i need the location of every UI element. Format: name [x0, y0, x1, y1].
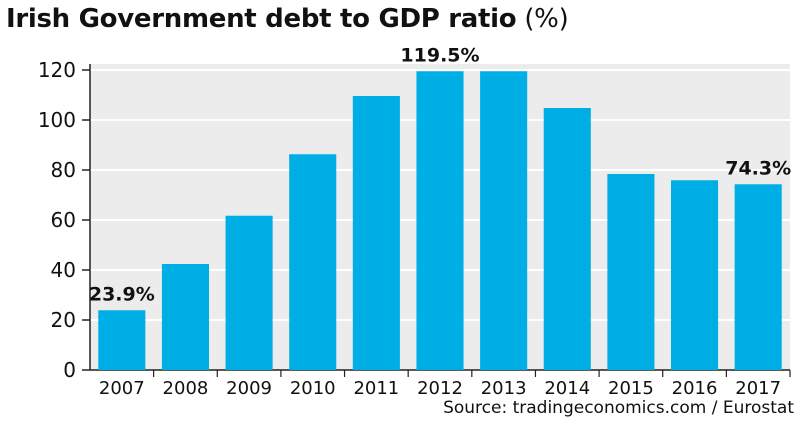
x-tick-label-2015: 2015: [608, 378, 654, 399]
bar-2015: [607, 174, 655, 370]
chart-title-unit: (%): [524, 4, 569, 34]
x-tick-label-2016: 2016: [672, 378, 718, 399]
y-tick-label-120: 120: [38, 58, 76, 82]
x-tick-label-2010: 2010: [290, 378, 336, 399]
y-tick-label-0: 0: [63, 358, 76, 382]
x-tick-label-2014: 2014: [544, 378, 590, 399]
x-tick-label-2008: 2008: [163, 378, 209, 399]
bar-2007: [98, 310, 146, 370]
x-tick-label-2012: 2012: [417, 378, 463, 399]
bar-2010: [289, 154, 337, 370]
x-tick-label-2007: 2007: [99, 378, 145, 399]
bar-2014: [543, 108, 591, 370]
x-tick-label-2017: 2017: [735, 378, 781, 399]
x-tick-label-2011: 2011: [353, 378, 399, 399]
y-tick-label-20: 20: [51, 308, 76, 332]
data-label-2012: 119.5%: [400, 44, 479, 66]
bar-2013: [480, 71, 528, 370]
y-tick-label-100: 100: [38, 108, 76, 132]
bar-2008: [161, 264, 209, 370]
chart-title-main: Irish Government debt to GDP ratio: [6, 4, 517, 34]
bar-2012: [416, 71, 464, 370]
data-label-2017: 74.3%: [725, 157, 791, 179]
data-label-2007: 23.9%: [89, 283, 155, 305]
bar-2011: [352, 96, 400, 370]
source-note: Source: tradingeconomics.com / Eurostat: [443, 398, 794, 418]
chart-title: Irish Government debt to GDP ratio (%): [6, 4, 569, 34]
bar-2016: [671, 180, 719, 370]
bar-2009: [225, 215, 273, 370]
y-tick-label-40: 40: [51, 258, 76, 282]
bar-2017: [734, 184, 782, 370]
y-tick-label-60: 60: [51, 208, 76, 232]
y-tick-label-80: 80: [51, 158, 76, 182]
x-tick-label-2009: 2009: [226, 378, 272, 399]
x-tick-label-2013: 2013: [481, 378, 527, 399]
